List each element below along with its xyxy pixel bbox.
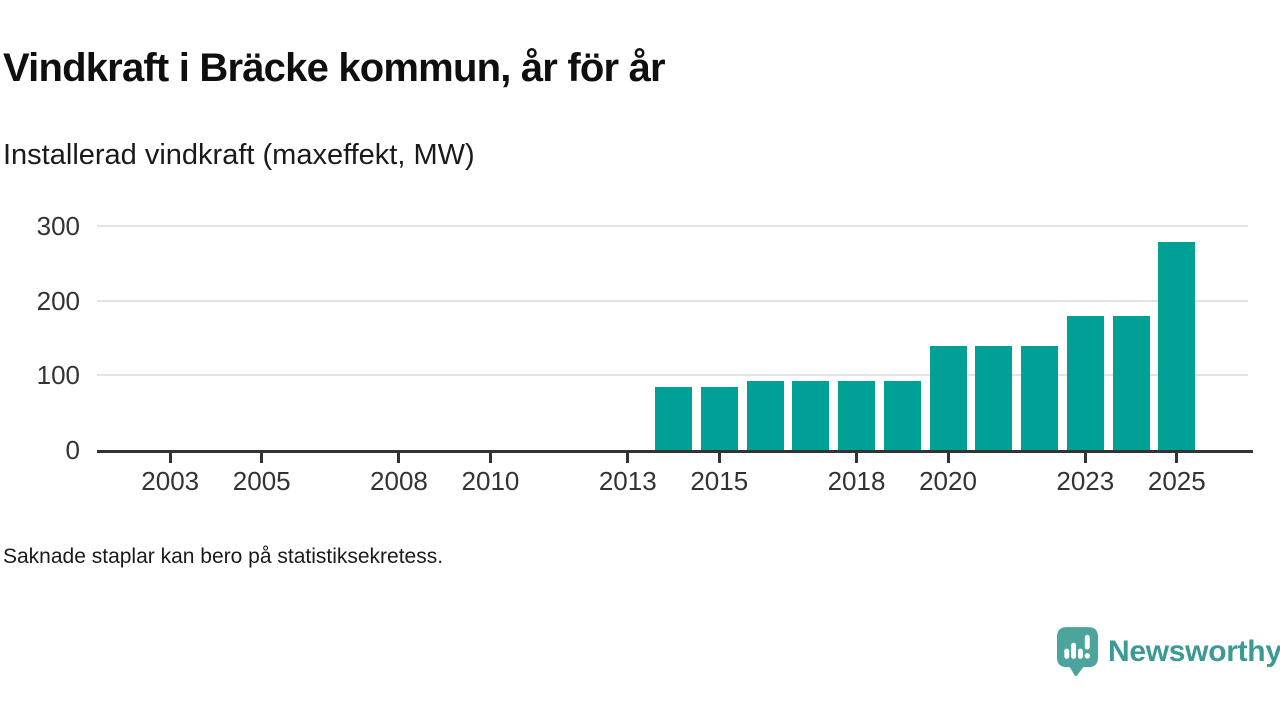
bar-2024 <box>1112 315 1150 450</box>
gridline-200 <box>97 299 1248 302</box>
newsworthy-logo: Newsworthy <box>1056 626 1280 677</box>
bar-2020 <box>929 346 967 450</box>
x-tick-2018 <box>855 453 859 463</box>
x-tick-2020 <box>946 453 950 463</box>
y-axis-label-0: 0 <box>65 435 80 465</box>
x-axis-label-2005: 2005 <box>232 466 291 496</box>
chart-subtitle: Installerad vindkraft (maxeffekt, MW) <box>3 139 475 171</box>
x-tick-2003 <box>168 453 172 463</box>
x-axis-label-2020: 2020 <box>919 466 977 496</box>
brand-name: Newsworthy <box>1108 634 1280 668</box>
x-axis-label-2025: 2025 <box>1147 466 1206 496</box>
x-axis-label-2003: 2003 <box>141 466 200 496</box>
x-tick-2005 <box>260 453 264 463</box>
bar-chart-speech-bubble-icon <box>1056 627 1099 677</box>
x-axis-label-2008: 2008 <box>370 466 428 496</box>
y-axis-label-100: 100 <box>36 360 80 391</box>
bar-2025 <box>1158 242 1196 450</box>
x-tick-2013 <box>626 453 630 463</box>
bar-2019 <box>883 381 921 450</box>
chart-title: Vindkraft i Bräcke kommun, år för år <box>3 46 666 90</box>
y-axis-label-300: 300 <box>36 211 80 241</box>
x-axis-label-2010: 2010 <box>461 466 520 496</box>
bar-chart-plot: 0 100 200 300 2003 2005 2008 2010 2013 2015 2018 20… <box>36 211 1253 496</box>
x-axis-label-2018: 2018 <box>827 466 886 496</box>
x-tick-2023 <box>1083 453 1087 463</box>
x-tick-2008 <box>397 453 401 463</box>
x-axis-label-2013: 2013 <box>598 466 657 496</box>
bar-2017 <box>792 381 830 450</box>
gridline-100 <box>97 374 1248 377</box>
chart-footnote: Saknade staplar kan bero på statistiksek… <box>3 545 444 568</box>
gridline-300 <box>97 225 1248 227</box>
x-tick-2010 <box>488 453 492 463</box>
bar-2014 <box>655 386 692 450</box>
bar-2021 <box>975 346 1013 450</box>
x-tick-2025 <box>1175 453 1179 463</box>
bar-2022 <box>1021 346 1059 450</box>
y-axis-label-200: 200 <box>36 285 80 316</box>
x-axis-line <box>97 450 1253 453</box>
bar-2015 <box>700 386 738 450</box>
bar-2018 <box>838 381 876 450</box>
bar-2016 <box>746 381 784 450</box>
x-tick-2015 <box>717 453 721 463</box>
x-axis-label-2023: 2023 <box>1056 466 1115 496</box>
bar-2023 <box>1066 315 1104 450</box>
x-axis-label-2015: 2015 <box>690 466 749 496</box>
